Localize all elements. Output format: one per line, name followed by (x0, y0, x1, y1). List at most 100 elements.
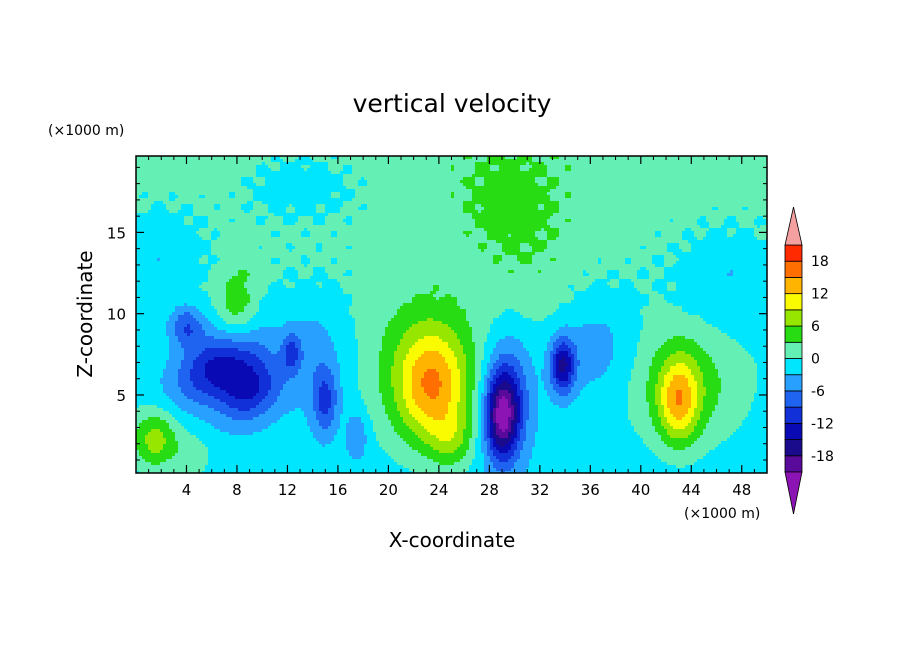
contour-cell (622, 162, 626, 166)
contour-cell (502, 156, 506, 160)
contour-cell (451, 192, 455, 196)
contour-cell (721, 186, 725, 190)
contour-cell (688, 201, 692, 205)
contour-cell (343, 192, 347, 196)
contour-cell (175, 174, 179, 178)
contour-cell (154, 189, 158, 193)
contour-cell (487, 183, 491, 187)
contour-cell (649, 213, 653, 217)
contour-cell (373, 165, 377, 169)
contour-cell (526, 162, 530, 166)
contour-cell (529, 171, 533, 175)
contour-cell (253, 168, 257, 172)
contour-cell (214, 198, 218, 202)
contour-cell (310, 159, 314, 163)
contour-cell (697, 156, 701, 160)
contour-cell (517, 192, 521, 196)
contour-cell (745, 183, 749, 187)
contour-cell (202, 219, 206, 223)
contour-cell (316, 198, 320, 202)
contour-cell (526, 204, 530, 208)
contour-cell (403, 171, 407, 175)
contour-cell (547, 195, 551, 199)
contour-cell (652, 222, 656, 226)
contour-cell (688, 174, 692, 178)
contour-cell (613, 222, 617, 226)
contour-cell (391, 213, 395, 217)
contour-cell (490, 171, 494, 175)
contour-cell (181, 225, 185, 229)
contour-cell (265, 168, 269, 172)
contour-cell (694, 216, 698, 220)
contour-cell (460, 210, 464, 214)
contour-cell (613, 192, 617, 196)
contour-cell (241, 171, 245, 175)
contour-cell (469, 210, 473, 214)
contour-cell (511, 201, 515, 205)
contour-cell (487, 186, 491, 190)
contour-cell (751, 159, 755, 163)
contour-cell (277, 210, 281, 214)
contour-cell (424, 198, 428, 202)
contour-cell (559, 198, 563, 202)
contour-cell (412, 204, 416, 208)
contour-cell (706, 189, 710, 193)
contour-cell (145, 189, 149, 193)
contour-cell (265, 171, 269, 175)
contour-cell (709, 207, 713, 211)
contour-cell (508, 204, 512, 208)
contour-cell (193, 210, 197, 214)
contour-cell (220, 225, 224, 229)
contour-cell (253, 204, 257, 208)
contour-cell (481, 171, 485, 175)
contour-cell (304, 171, 308, 175)
contour-cell (556, 216, 560, 220)
contour-cell (550, 168, 554, 172)
contour-cell (571, 162, 575, 166)
contour-cell (427, 201, 431, 205)
contour-cell (643, 195, 647, 199)
contour-cell (721, 201, 725, 205)
contour-cell (283, 225, 287, 229)
contour-cell (217, 225, 221, 229)
contour-cell (169, 198, 173, 202)
contour-cell (136, 165, 140, 169)
contour-cell (643, 192, 647, 196)
contour-cell (298, 183, 302, 187)
contour-cell (166, 159, 170, 163)
contour-cell (637, 207, 641, 211)
contour-cell (478, 198, 482, 202)
contour-cell (550, 174, 554, 178)
contour-cell (256, 198, 260, 202)
contour-cell (454, 207, 458, 211)
contour-cell (337, 165, 341, 169)
contour-cell (592, 195, 596, 199)
contour-cell (688, 198, 692, 202)
contour-cell (205, 219, 209, 223)
contour-cell (250, 201, 254, 205)
contour-cell (250, 159, 254, 163)
contour-cell (244, 156, 248, 160)
contour-cell (385, 168, 389, 172)
contour-cell (151, 177, 155, 181)
contour-cell (379, 219, 383, 223)
contour-cell (199, 219, 203, 223)
contour-cell (253, 219, 257, 223)
contour-cell (433, 159, 437, 163)
contour-cell (283, 192, 287, 196)
contour-cell (202, 222, 206, 226)
contour-cell (688, 216, 692, 220)
contour-cell (469, 171, 473, 175)
contour-cell (199, 225, 203, 229)
contour-cell (616, 171, 620, 175)
contour-cell (751, 165, 755, 169)
contour-cell (196, 156, 200, 160)
contour-cell (358, 195, 362, 199)
contour-cell (427, 192, 431, 196)
contour-cell (277, 171, 281, 175)
contour-cell (754, 222, 758, 226)
contour-cell (193, 222, 197, 226)
contour-cell (427, 177, 431, 181)
contour-cell (226, 171, 230, 175)
contour-cell (154, 156, 158, 160)
